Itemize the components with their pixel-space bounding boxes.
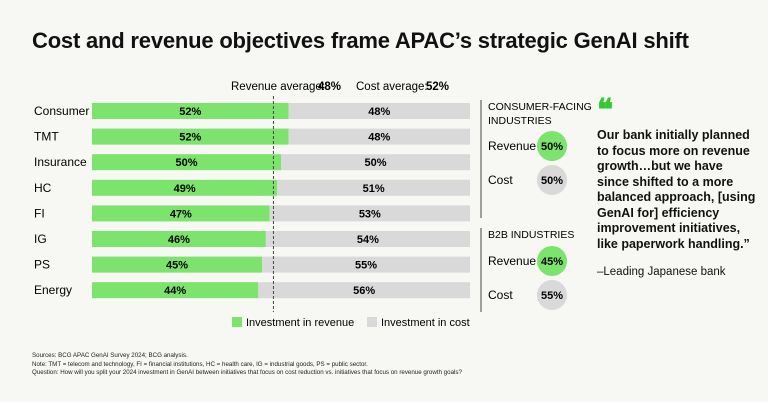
panel-circle-revenue [537, 246, 567, 276]
bar-cost [288, 128, 470, 145]
panel-heading: CONSUMER-FACING [488, 101, 592, 113]
data-label-revenue: 45% [166, 260, 188, 272]
category-label: Insurance [34, 155, 87, 169]
panel-heading: INDUSTRIES [488, 115, 552, 127]
bar-revenue [92, 154, 281, 171]
data-label-revenue: 47% [170, 208, 192, 220]
data-label-revenue: 49% [174, 183, 196, 195]
legend-label-revenue: Investment in revenue [246, 317, 354, 329]
footnote-question: Question: How will you split your 2024 i… [32, 369, 462, 377]
data-label-cost: 56% [353, 285, 375, 297]
category-label: HC [34, 181, 52, 195]
bar-revenue [92, 231, 266, 247]
data-label-cost: 55% [355, 260, 377, 272]
panel-circle-cost [537, 165, 567, 195]
bar-revenue [92, 205, 270, 222]
data-label-revenue: 52% [179, 132, 201, 144]
bar-revenue [92, 282, 259, 299]
data-label-revenue: 52% [179, 106, 201, 118]
bar-cost [262, 256, 470, 273]
panel-value: 55% [541, 290, 563, 302]
legend-label-cost: Investment in cost [381, 317, 470, 329]
panel-value: 45% [541, 256, 563, 268]
bar-revenue [92, 103, 289, 119]
quote-mark-icon: ❝ [597, 93, 614, 128]
bar-cost [258, 282, 470, 299]
panel-row-label: Revenue [488, 254, 536, 268]
category-label: Consumer [34, 104, 89, 118]
quote-text: Our bank initially planned to focus more… [597, 128, 756, 251]
bar-cost [277, 179, 470, 196]
panel-heading: B2B INDUSTRIES [488, 229, 574, 241]
category-label: Energy [34, 283, 72, 297]
data-label-cost: 50% [364, 157, 386, 169]
data-label-revenue: 46% [168, 234, 190, 246]
footnote-sources: Sources: BCG APAC GenAI Survey 2024; BCG… [32, 352, 188, 359]
bar-revenue [92, 179, 278, 196]
panel-value: 50% [541, 141, 563, 153]
panel-circle-revenue [537, 131, 567, 161]
data-label-cost: 48% [368, 132, 390, 144]
data-label-cost: 53% [359, 208, 381, 220]
data-label-cost: 51% [363, 183, 385, 195]
bar-revenue [92, 256, 263, 273]
revenue-average-label: Revenue average: [231, 81, 325, 93]
category-label: TMT [34, 130, 59, 144]
cost-average-value: 52% [426, 81, 449, 93]
revenue-average-value: 48% [318, 81, 341, 93]
data-label-cost: 48% [368, 106, 390, 118]
panel-row-label: Cost [488, 173, 513, 187]
panel-row-label: Revenue [488, 139, 536, 153]
bar-cost [269, 205, 470, 222]
bar-cost [288, 103, 470, 119]
bar-cost [265, 231, 470, 247]
cost-average-label: Cost average: [356, 81, 428, 93]
footnote-note: Note: TMT = telecom and technology, FI =… [32, 360, 368, 368]
category-label: IG [34, 232, 47, 246]
data-label-revenue: 44% [164, 285, 186, 297]
data-label-cost: 54% [357, 234, 379, 246]
category-label: PS [34, 258, 50, 272]
bar-revenue [92, 128, 289, 145]
footnotes: Sources: BCG APAC GenAI Survey 2024; BCG… [32, 352, 462, 378]
page-title: Cost and revenue objectives frame APAC’s… [32, 28, 689, 53]
category-label: FI [34, 206, 45, 220]
data-label-revenue: 50% [175, 157, 197, 169]
legend-swatch-cost [367, 317, 377, 327]
legend-swatch-revenue [232, 317, 242, 327]
quote-attribution: –Leading Japanese bank [597, 266, 726, 278]
panel-value: 50% [541, 175, 563, 187]
panel-row-label: Cost [488, 288, 513, 302]
bar-cost [281, 154, 470, 171]
panel-circle-cost [537, 280, 567, 310]
